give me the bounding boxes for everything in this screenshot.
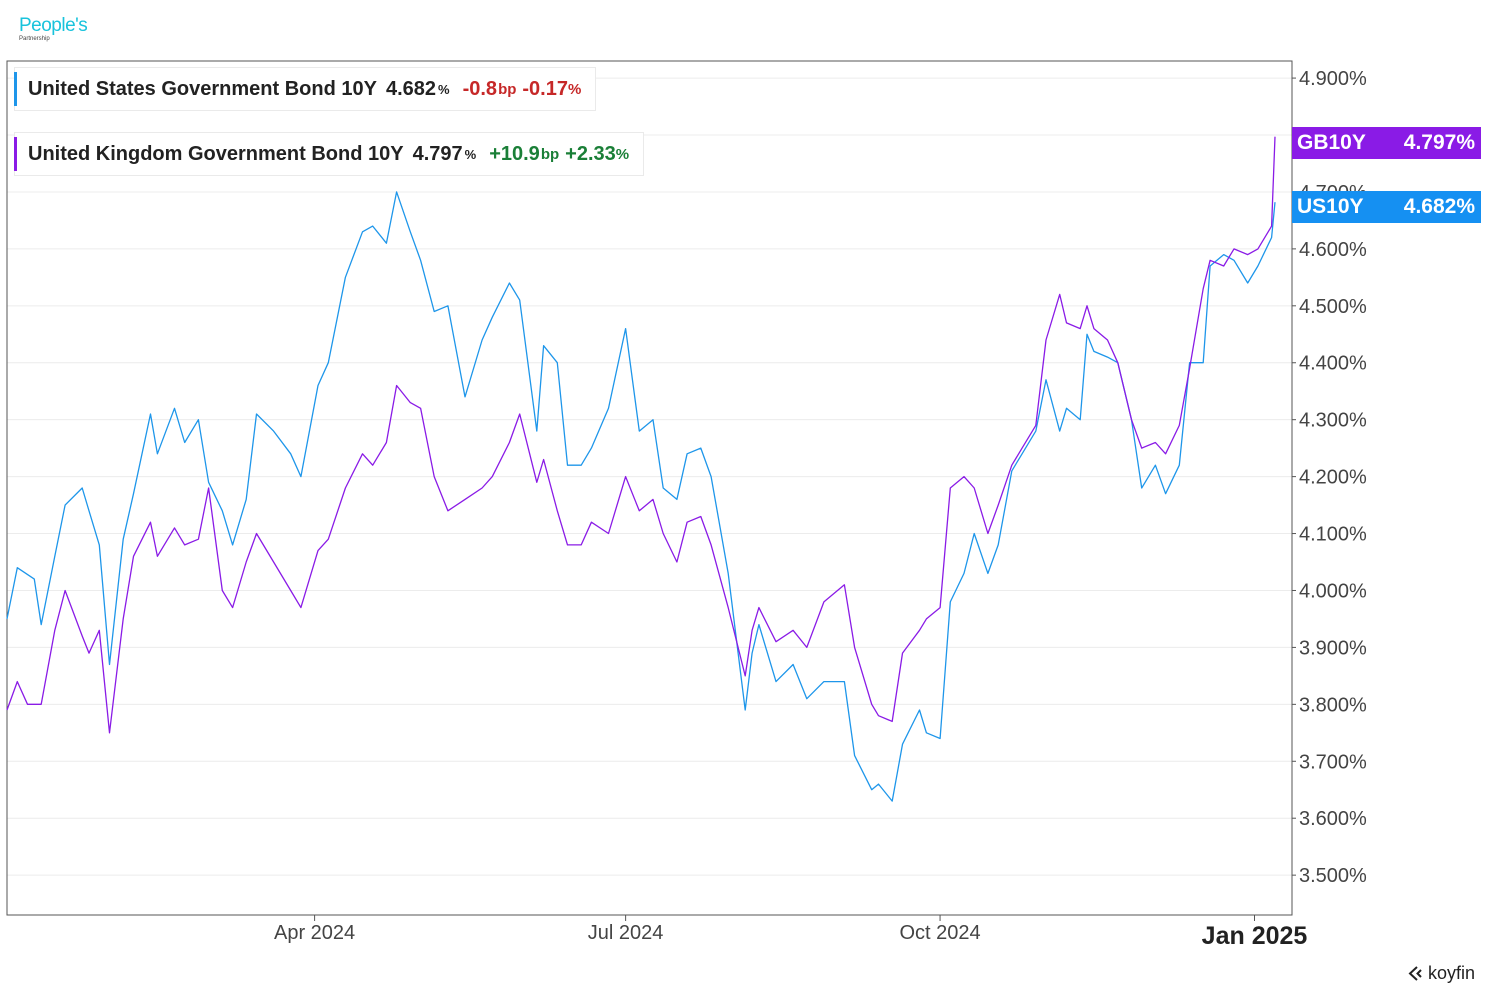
y-tick-label: 3.900%	[1299, 637, 1367, 659]
us10y-tag-ticker: US10Y	[1297, 195, 1364, 218]
plot-frame	[6, 60, 1293, 916]
brand-subtitle: Partnership	[19, 36, 50, 42]
x-axis-ticks: Apr 2024 Jul 2024 Oct 2024 Jan 2025	[274, 915, 1307, 950]
us10y-price-tag: US10Y 4.682%	[1292, 191, 1481, 223]
legend-gb10y-change-bp: +10.9	[489, 142, 540, 165]
legend-us10y[interactable]: United States Government Bond 10Y 4.682%…	[14, 67, 597, 111]
y-tick-label: 3.600%	[1299, 808, 1367, 830]
series-line-gb10y	[6, 136, 1276, 734]
y-tick-label: 4.600%	[1299, 239, 1367, 261]
gb10y-tag-value: 4.797%	[1403, 131, 1475, 154]
y-tick-label: 4.500%	[1299, 296, 1367, 318]
legend-gb10y-bp-unit: bp	[540, 145, 560, 163]
legend-us10y-value-unit: %	[438, 81, 450, 97]
koyfin-logo: koyfin	[1408, 963, 1475, 984]
y-tick-label: 3.500%	[1299, 865, 1367, 887]
brand-name: People's	[19, 15, 88, 36]
y-tick-label: 4.900%	[1299, 68, 1367, 90]
us10y-tag-value: 4.682%	[1403, 195, 1475, 218]
legend-gb10y-value: 4.797	[412, 142, 463, 165]
y-tick-label: 3.700%	[1299, 751, 1367, 773]
legend-us10y-change-pct: -0.17	[522, 77, 568, 100]
y-tick-label: 4.300%	[1299, 410, 1367, 432]
y-axis-ticks: 3.500% 3.600% 3.700% 3.800% 3.900% 4.000% 4.10…	[1292, 68, 1367, 887]
legend-us10y-name: United States Government Bond 10Y	[28, 77, 377, 100]
legend-gb10y-swatch	[14, 137, 17, 171]
gb10y-tag-ticker: GB10Y	[1297, 131, 1366, 154]
koyfin-mark-icon	[1408, 966, 1422, 981]
y-tick-label: 4.400%	[1299, 353, 1367, 375]
legend-us10y-swatch	[14, 72, 17, 106]
gridlines	[7, 77, 1292, 876]
legend-us10y-change-bp: -0.8	[462, 77, 498, 100]
legend-gb10y[interactable]: United Kingdom Government Bond 10Y 4.797…	[14, 132, 645, 176]
x-tick-label: Oct 2024	[899, 922, 980, 944]
peoples-partnership-logo: People's Partnership	[19, 15, 88, 42]
legend-us10y-value: 4.682	[385, 77, 437, 100]
x-tick-label: Apr 2024	[274, 922, 355, 944]
x-tick-label: Jul 2024	[588, 922, 664, 944]
legend-gb10y-pct-unit: %	[615, 145, 630, 163]
legend-gb10y-change-pct: +2.33	[565, 142, 616, 165]
series-line-us10y	[6, 191, 1276, 802]
y-tick-label: 4.200%	[1299, 467, 1367, 489]
legend-gb10y-value-unit: %	[464, 146, 477, 162]
y-tick-label: 4.100%	[1299, 524, 1367, 546]
x-tick-label: Jan 2025	[1202, 922, 1308, 950]
legend-us10y-bp-unit: bp	[498, 80, 517, 98]
y-tick-label: 3.800%	[1299, 694, 1367, 716]
y-tick-label: 4.000%	[1299, 580, 1367, 602]
legend-us10y-pct-unit: %	[567, 80, 582, 98]
series-lines	[6, 136, 1276, 802]
gb10y-price-tag: GB10Y 4.797%	[1292, 127, 1481, 159]
koyfin-wordmark: koyfin	[1427, 963, 1475, 983]
legend-gb10y-name: United Kingdom Government Bond 10Y	[28, 142, 404, 165]
